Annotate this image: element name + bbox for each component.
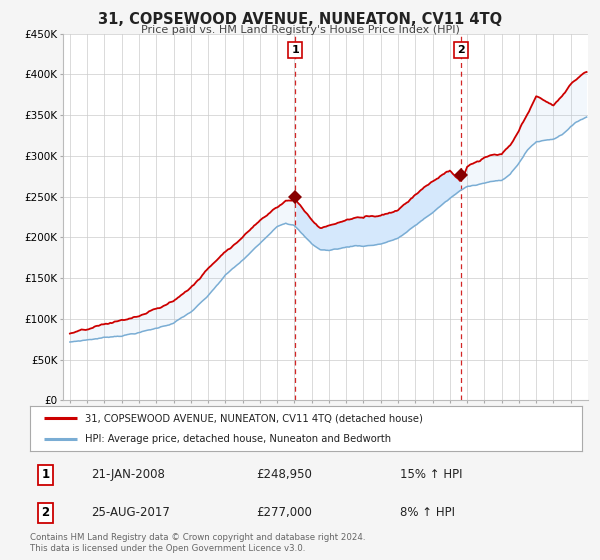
Text: 15% ↑ HPI: 15% ↑ HPI bbox=[400, 468, 463, 482]
Text: 21-JAN-2008: 21-JAN-2008 bbox=[91, 468, 164, 482]
Text: 2: 2 bbox=[41, 506, 50, 520]
Text: 31, COPSEWOOD AVENUE, NUNEATON, CV11 4TQ (detached house): 31, COPSEWOOD AVENUE, NUNEATON, CV11 4TQ… bbox=[85, 413, 423, 423]
Text: Contains HM Land Registry data © Crown copyright and database right 2024.
This d: Contains HM Land Registry data © Crown c… bbox=[30, 533, 365, 553]
Text: Price paid vs. HM Land Registry's House Price Index (HPI): Price paid vs. HM Land Registry's House … bbox=[140, 25, 460, 35]
Text: 31, COPSEWOOD AVENUE, NUNEATON, CV11 4TQ: 31, COPSEWOOD AVENUE, NUNEATON, CV11 4TQ bbox=[98, 12, 502, 27]
Text: 8% ↑ HPI: 8% ↑ HPI bbox=[400, 506, 455, 520]
Text: £277,000: £277,000 bbox=[256, 506, 312, 520]
Text: 2: 2 bbox=[457, 45, 465, 55]
Text: £248,950: £248,950 bbox=[256, 468, 312, 482]
Text: HPI: Average price, detached house, Nuneaton and Bedworth: HPI: Average price, detached house, Nune… bbox=[85, 433, 391, 444]
Text: 1: 1 bbox=[41, 468, 50, 482]
Text: 1: 1 bbox=[292, 45, 299, 55]
Text: 25-AUG-2017: 25-AUG-2017 bbox=[91, 506, 170, 520]
